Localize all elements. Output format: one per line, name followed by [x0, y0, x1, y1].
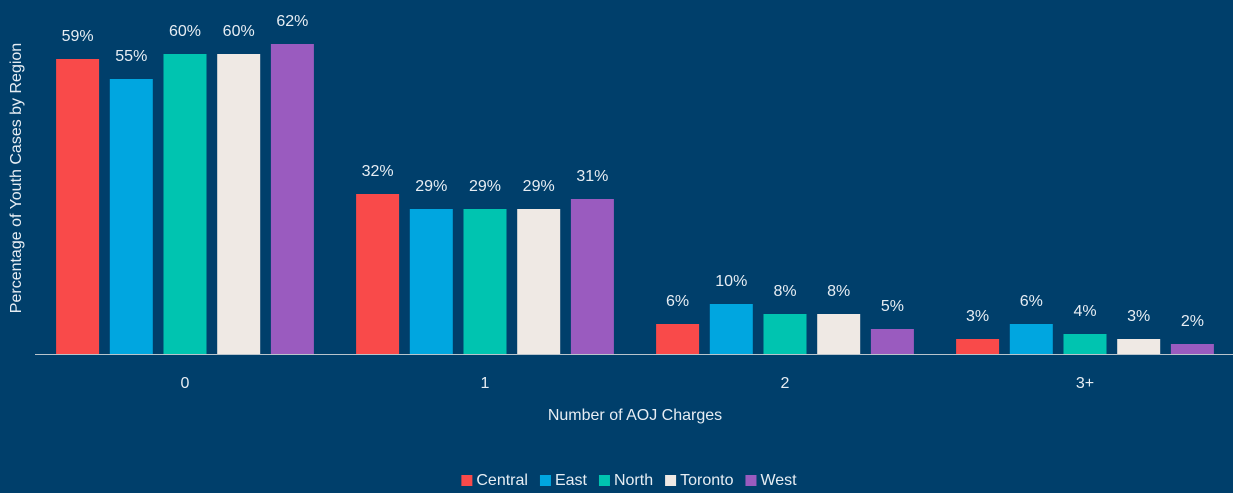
bar [463, 209, 507, 354]
legend-label: North [614, 472, 653, 489]
bar [356, 194, 400, 354]
data-label: 29% [469, 178, 501, 195]
data-label: 62% [276, 13, 308, 30]
bar [1063, 334, 1107, 354]
data-label: 8% [827, 283, 850, 300]
data-label: 60% [169, 23, 201, 40]
x-tick-label: 0 [181, 375, 190, 392]
data-label: 5% [881, 298, 904, 315]
data-label: 29% [523, 178, 555, 195]
data-label: 6% [666, 293, 689, 310]
legend-label: Central [476, 472, 528, 489]
bar [409, 209, 453, 354]
bar [1117, 339, 1161, 354]
bar [763, 314, 807, 354]
data-label: 3% [1127, 308, 1150, 325]
data-label: 8% [773, 283, 796, 300]
legend-swatch [461, 475, 473, 486]
legend-swatch [539, 475, 551, 486]
legend-swatch [598, 475, 610, 486]
data-label: 10% [715, 273, 747, 290]
bar [656, 324, 700, 354]
data-label: 2% [1181, 313, 1204, 330]
legend-label: West [760, 472, 797, 489]
bar [163, 54, 207, 354]
bar [570, 199, 614, 354]
bar [709, 304, 753, 354]
data-label: 29% [415, 178, 447, 195]
bar [517, 209, 561, 354]
data-label: 4% [1073, 303, 1096, 320]
legend-swatch [745, 475, 757, 486]
data-label: 55% [115, 48, 147, 65]
y-axis-title: Percentage of Youth Cases by Region [8, 43, 25, 313]
legend-label: East [555, 472, 588, 489]
data-label: 6% [1020, 293, 1043, 310]
data-label: 59% [62, 28, 94, 45]
bar [870, 329, 914, 354]
data-label: 60% [223, 23, 255, 40]
x-tick-label: 1 [481, 375, 490, 392]
x-axis-title: Number of AOJ Charges [548, 407, 722, 424]
x-tick-label: 2 [781, 375, 790, 392]
data-label: 32% [362, 163, 394, 180]
data-label: 3% [966, 308, 989, 325]
legend-swatch [665, 475, 677, 486]
x-tick-label: 3+ [1076, 375, 1094, 392]
bar [270, 44, 314, 354]
bar [1009, 324, 1053, 354]
bar [109, 79, 153, 354]
bar [1170, 344, 1214, 354]
legend-label: Toronto [680, 472, 733, 489]
data-label: 31% [576, 168, 608, 185]
bar [817, 314, 861, 354]
bar [956, 339, 1000, 354]
bar [56, 59, 100, 354]
bar [217, 54, 261, 354]
